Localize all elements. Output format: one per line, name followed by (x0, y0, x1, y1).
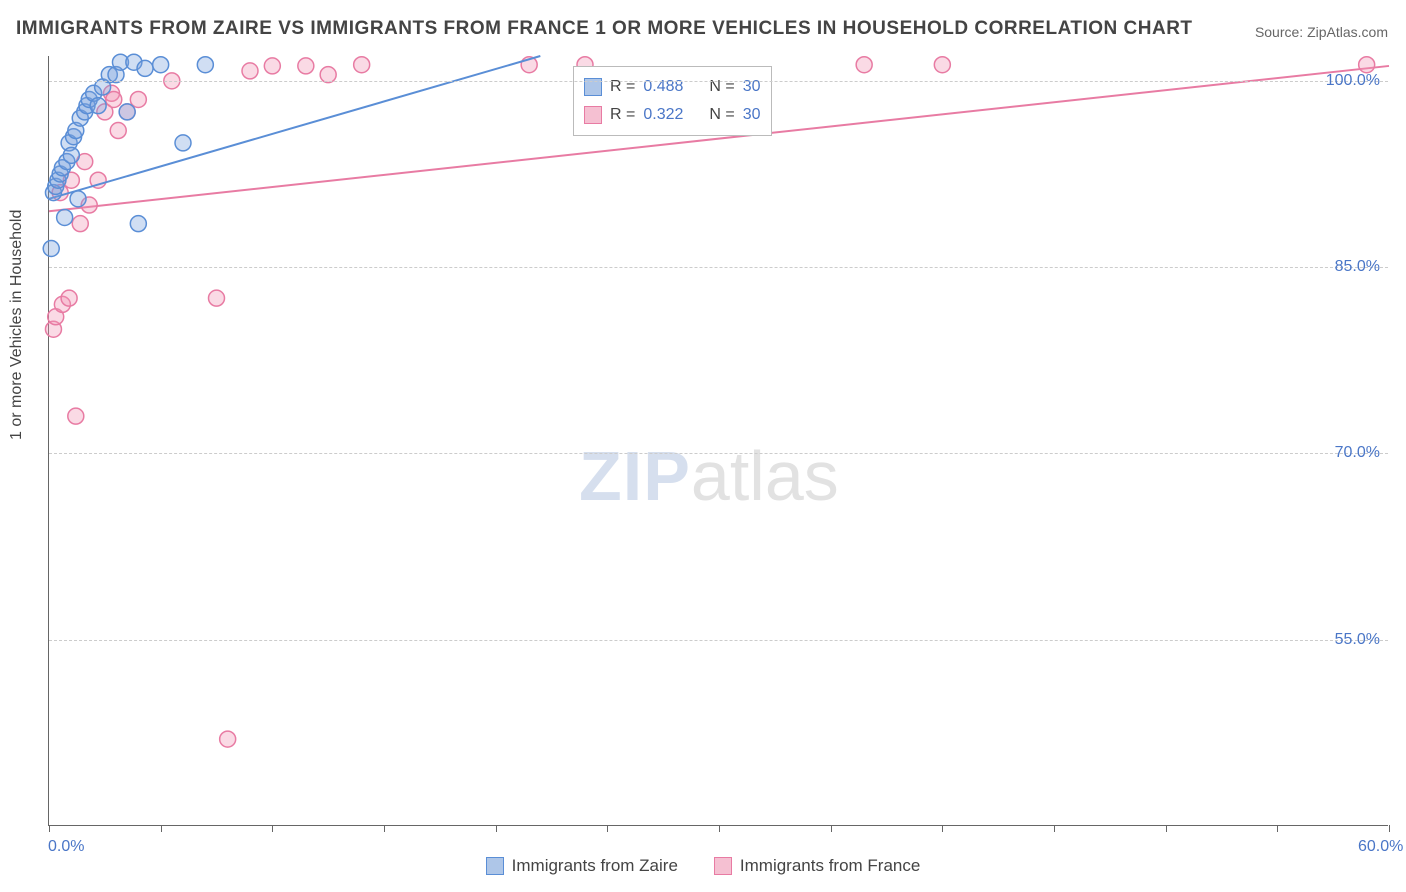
source-attribution: Source: ZipAtlas.com (1255, 24, 1388, 40)
data-point (119, 104, 135, 120)
data-point (63, 147, 79, 163)
y-tick-label: 100.0% (1326, 72, 1380, 90)
n-label-a: N = (709, 73, 734, 101)
data-point (110, 123, 126, 139)
data-point (264, 58, 280, 74)
data-point (153, 57, 169, 73)
correlation-legend: R = 0.488 N = 30 R = 0.322 N = 30 (573, 66, 772, 136)
x-tick (831, 825, 832, 832)
x-tick-label: 60.0% (1358, 838, 1403, 856)
data-point (90, 98, 106, 114)
gridline (49, 81, 1388, 82)
legend-label-b: Immigrants from France (740, 856, 920, 876)
n-value-b: 30 (743, 101, 761, 129)
y-tick-label: 70.0% (1335, 444, 1380, 462)
gridline (49, 267, 1388, 268)
legend-item-b: Immigrants from France (714, 856, 920, 876)
x-tick (607, 825, 608, 832)
data-point (242, 63, 258, 79)
swatch-a-icon (486, 857, 504, 875)
x-tick (942, 825, 943, 832)
legend-item-a: Immigrants from Zaire (486, 856, 678, 876)
y-axis-label: 1 or more Vehicles in Household (8, 210, 26, 440)
gridline (49, 453, 1388, 454)
data-point (70, 191, 86, 207)
data-point (934, 57, 950, 73)
x-tick (1389, 825, 1390, 832)
data-point (354, 57, 370, 73)
data-point (137, 60, 153, 76)
plot-area: ZIPatlas R = 0.488 N = 30 R = 0.322 N = … (48, 56, 1388, 826)
correlation-row-a: R = 0.488 N = 30 (584, 73, 761, 101)
chart-svg (49, 56, 1388, 825)
swatch-b-icon (714, 857, 732, 875)
chart-title: IMMIGRANTS FROM ZAIRE VS IMMIGRANTS FROM… (16, 18, 1193, 40)
data-point (209, 290, 225, 306)
x-tick-label: 0.0% (48, 838, 84, 856)
x-tick (719, 825, 720, 832)
n-value-a: 30 (743, 73, 761, 101)
data-point (175, 135, 191, 151)
gridline (49, 640, 1388, 641)
x-tick (49, 825, 50, 832)
r-value-a: 0.488 (643, 73, 683, 101)
data-point (106, 91, 122, 107)
x-tick (1166, 825, 1167, 832)
r-value-b: 0.322 (643, 101, 683, 129)
data-point (68, 408, 84, 424)
data-point (856, 57, 872, 73)
x-tick (496, 825, 497, 832)
data-point (197, 57, 213, 73)
x-tick (1054, 825, 1055, 832)
x-tick (1277, 825, 1278, 832)
data-point (130, 216, 146, 232)
n-label-b: N = (709, 101, 734, 129)
data-point (57, 209, 73, 225)
x-tick (384, 825, 385, 832)
r-label-a: R = (610, 73, 635, 101)
data-point (72, 216, 88, 232)
data-point (61, 290, 77, 306)
swatch-series-b-icon (584, 106, 602, 124)
data-point (130, 91, 146, 107)
data-point (43, 241, 59, 257)
data-point (1359, 57, 1375, 73)
y-tick-label: 85.0% (1335, 258, 1380, 276)
x-tick (161, 825, 162, 832)
data-point (298, 58, 314, 74)
legend-label-a: Immigrants from Zaire (512, 856, 678, 876)
correlation-row-b: R = 0.322 N = 30 (584, 101, 761, 129)
x-tick (272, 825, 273, 832)
r-label-b: R = (610, 101, 635, 129)
data-point (220, 731, 236, 747)
y-tick-label: 55.0% (1335, 631, 1380, 649)
bottom-legend: Immigrants from Zaire Immigrants from Fr… (0, 856, 1406, 876)
